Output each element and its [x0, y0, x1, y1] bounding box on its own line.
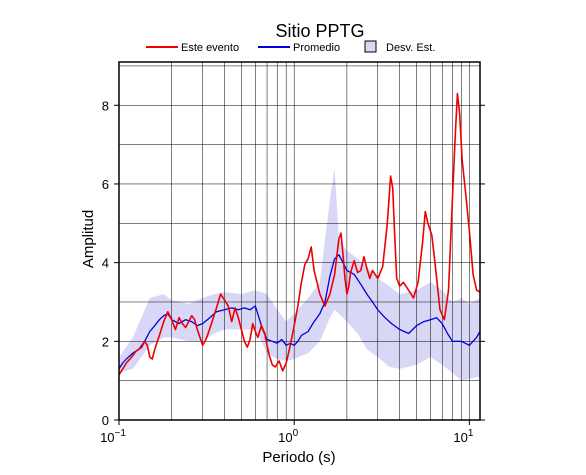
x-tick-label: 101	[453, 428, 473, 445]
legend-std-swatch	[364, 40, 377, 53]
event-series-line	[118, 92, 481, 376]
y-tick-label: 8	[102, 98, 109, 113]
legend-mean-label: Promedio	[293, 42, 340, 54]
y-tick-label: 0	[102, 413, 109, 428]
legend-std-label: Desv. Est.	[386, 42, 435, 54]
y-axis-label: Amplitud	[80, 210, 97, 268]
legend-event-label: Este evento	[181, 42, 239, 54]
chart-title: Sitio PPTG	[275, 21, 364, 41]
plot-area: 0 2 4 6 8 10−1 100 101	[100, 61, 485, 445]
y-tick-label: 2	[102, 334, 109, 349]
x-tick-label: 100	[278, 428, 298, 445]
legend: Este evento Promedio Desv. Est.	[146, 40, 435, 54]
x-tick-label: 10−1	[100, 428, 126, 445]
plot-frame	[118, 61, 481, 421]
x-axis-label: Periodo (s)	[262, 449, 335, 466]
y-tick-label: 4	[102, 256, 109, 271]
y-tick-label: 6	[102, 177, 109, 192]
std-band	[119, 168, 480, 381]
